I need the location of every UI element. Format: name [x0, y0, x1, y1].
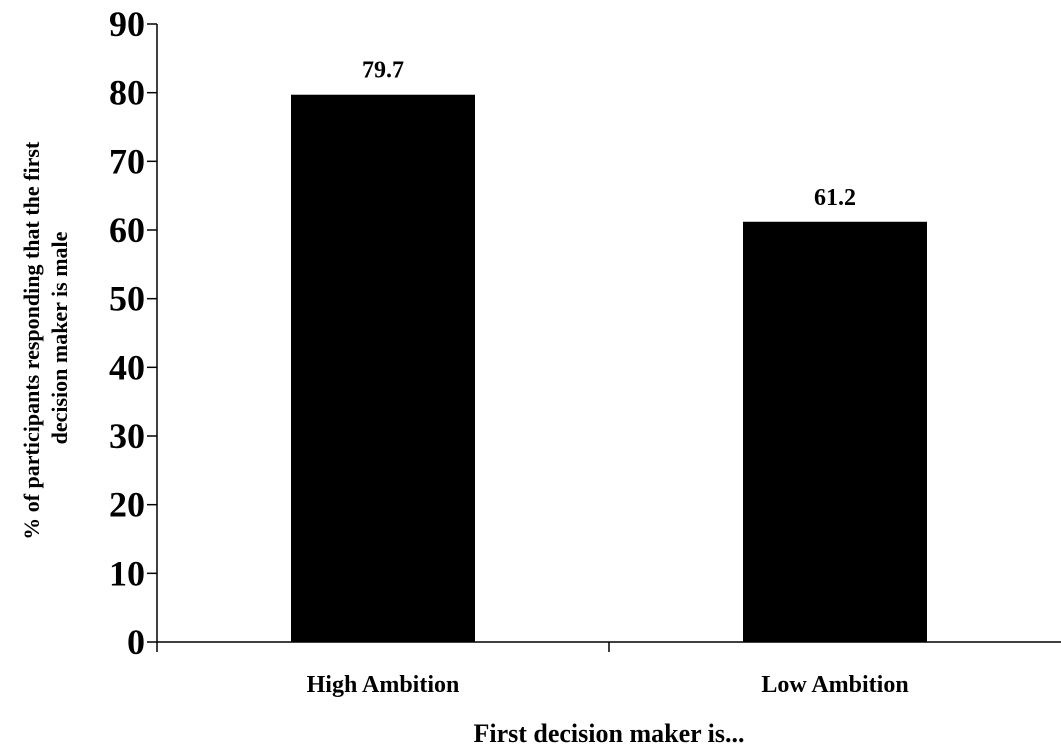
y-tick-label: 70 — [109, 141, 145, 181]
bar-high-ambition — [291, 94, 475, 642]
y-tick-label: 10 — [109, 553, 145, 593]
bar-low-ambition — [743, 221, 927, 642]
y-tick-label: 60 — [109, 210, 145, 250]
y-axis-title: % of participants responding that the fi… — [19, 136, 72, 540]
bars — [291, 94, 927, 642]
y-axis: 0 10 20 30 40 50 60 70 80 90 — [109, 4, 158, 662]
y-tick-label: 40 — [109, 347, 145, 387]
y-tick-label: 20 — [109, 485, 145, 525]
x-axis: High Ambition Low Ambition — [156, 641, 1061, 698]
data-labels: 79.7 61.2 — [362, 58, 856, 211]
y-tick-label: 90 — [109, 4, 145, 44]
data-label: 61.2 — [814, 185, 856, 211]
y-tick-label: 0 — [127, 622, 145, 662]
data-label: 79.7 — [362, 58, 404, 84]
y-tick-label: 80 — [109, 73, 145, 113]
x-axis-title: First decision maker is... — [473, 719, 744, 748]
x-tick-label: High Ambition — [307, 672, 460, 698]
y-tick-label: 50 — [109, 279, 145, 319]
y-axis-title-line-1: % of participants responding that the fi… — [19, 141, 44, 540]
y-tick-label: 30 — [109, 416, 145, 456]
x-tick-label: Low Ambition — [761, 672, 908, 698]
y-axis-title-line-2: decision maker is male — [47, 231, 72, 444]
